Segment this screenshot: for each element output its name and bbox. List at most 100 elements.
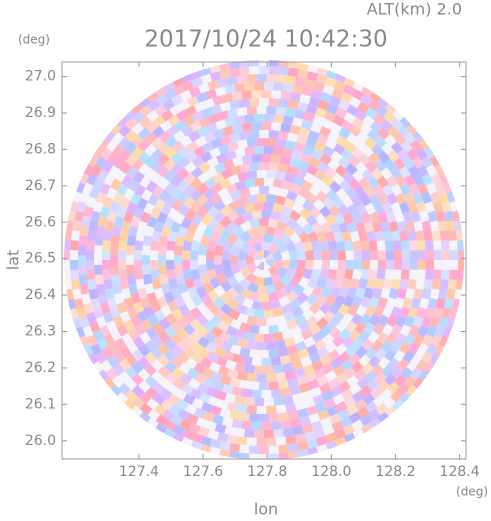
echo-cell (131, 349, 144, 362)
echo-cell (110, 178, 122, 191)
echo-cell (328, 204, 341, 218)
echo-cell (301, 86, 314, 97)
echo-cell (83, 205, 94, 218)
echo-cell (316, 133, 329, 146)
echo-cell (380, 220, 391, 233)
echo-cell (343, 77, 356, 88)
echo-cell (189, 120, 203, 132)
echo-cell (457, 250, 465, 260)
echo-cell (94, 264, 103, 275)
echo-cell (411, 156, 424, 169)
echo-cell (377, 296, 388, 309)
echo-cell (155, 86, 167, 97)
echo-cell (113, 157, 126, 170)
echo-cell (254, 234, 264, 244)
echo-cell (412, 131, 424, 143)
echo-cell (273, 228, 286, 240)
echo-cell (388, 220, 399, 233)
echo-cell (364, 137, 377, 150)
echo-cell (334, 428, 347, 440)
echo-cell (259, 413, 269, 422)
echo-cell (345, 344, 358, 358)
echo-cell (139, 411, 151, 423)
echo-cell (268, 291, 279, 302)
echo-cell (342, 84, 356, 96)
echo-cell (189, 177, 203, 190)
echo-cell (213, 162, 226, 174)
echo-cell (239, 130, 250, 141)
echo-cell (172, 432, 185, 443)
y-unit: (deg) (18, 33, 50, 47)
echo-cell (418, 369, 430, 381)
echo-cell (317, 99, 330, 111)
echo-cell (140, 318, 153, 332)
echo-cell (307, 379, 320, 390)
echo-cell (384, 373, 397, 386)
echo-cell (346, 304, 359, 317)
echo-cell (364, 305, 376, 318)
echo-cell (160, 203, 173, 216)
echo-cell (434, 344, 445, 356)
echo-cell (342, 212, 355, 225)
echo-cell (329, 286, 341, 299)
echo-cell (106, 355, 119, 368)
echo-cell (293, 367, 306, 378)
echo-cell (214, 264, 224, 275)
echo-cell (350, 313, 363, 326)
echo-cell (441, 240, 450, 251)
echo-cell (232, 282, 245, 295)
echo-cell (166, 269, 176, 280)
echo-cell (133, 301, 145, 314)
echo-cell (200, 67, 212, 77)
echo-cell (150, 269, 160, 280)
echo-cell (184, 277, 195, 290)
echo-cell (265, 284, 277, 294)
echo-cell (72, 317, 82, 329)
echo-cell (118, 269, 128, 280)
echo-cell (110, 255, 119, 265)
echo-cell (109, 201, 121, 214)
echo-cell (324, 110, 337, 123)
echo-cell (381, 364, 394, 378)
echo-cell (88, 288, 99, 300)
echo-cell (170, 162, 183, 176)
echo-cell (364, 347, 378, 360)
echo-cell (392, 398, 404, 410)
echo-cell (131, 373, 144, 386)
echo-cell (172, 424, 186, 436)
echo-cell (121, 220, 132, 232)
echo-cell (183, 172, 196, 185)
echo-cell (361, 260, 370, 270)
echo-cell (220, 374, 232, 386)
echo-cell (109, 306, 121, 319)
echo-cell (268, 66, 279, 75)
echo-cell (144, 155, 157, 169)
echo-cell (123, 211, 134, 223)
echo-cell (386, 192, 398, 205)
echo-cell (249, 98, 260, 107)
echo-cell (239, 452, 250, 460)
echo-cell (285, 267, 297, 280)
echo-cell (273, 82, 284, 92)
echo-cell (102, 311, 114, 324)
echo-cell (256, 226, 267, 235)
echo-cell (412, 333, 425, 347)
echo-cell (351, 390, 365, 403)
echo-cell (220, 303, 233, 316)
echo-cell (209, 65, 221, 74)
echo-cell (342, 171, 355, 184)
echo-cell (264, 113, 274, 123)
echo-cell (329, 413, 342, 425)
echo-cell (231, 386, 243, 397)
echo-cell (212, 380, 225, 392)
echo-cell (228, 199, 241, 212)
echo-cell (367, 176, 380, 189)
x-tick-label: 128.0 (311, 464, 351, 480)
echo-cell (284, 172, 296, 184)
echo-cell (204, 176, 217, 189)
echo-cell (275, 372, 287, 382)
echo-cell (256, 73, 267, 83)
echo-cell (405, 220, 416, 232)
echo-cell (322, 145, 335, 158)
echo-cell (302, 240, 313, 252)
